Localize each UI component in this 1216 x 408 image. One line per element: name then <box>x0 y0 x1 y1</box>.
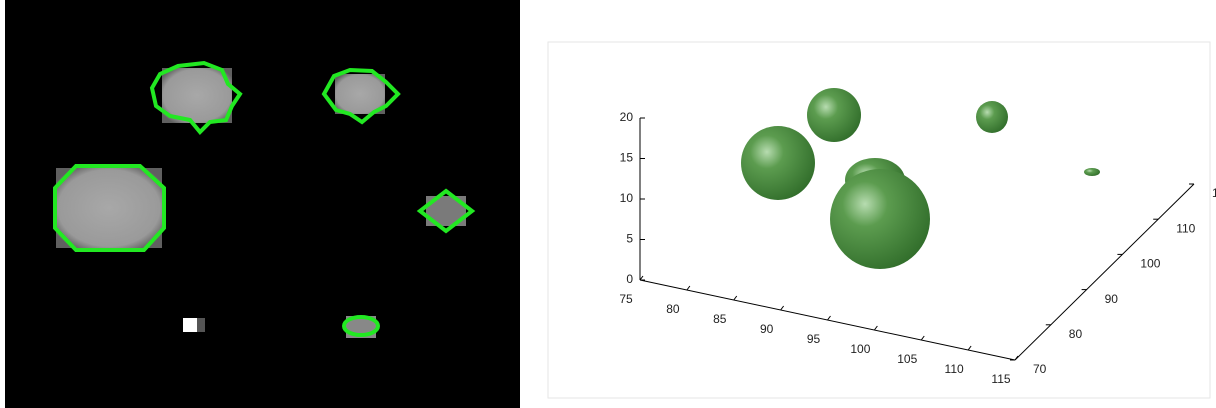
surface-blob <box>741 126 815 200</box>
y-tick-label: 1 <box>1212 186 1216 200</box>
figure: 0 5 10 15 20 75 80 85 90 95 100 105 110 115 70 80 90 100 1… <box>0 0 1216 408</box>
z-tick-label: 20 <box>620 110 634 124</box>
x-tick-label: 105 <box>897 352 917 366</box>
blob <box>56 168 162 248</box>
x-tick-label: 90 <box>760 322 774 336</box>
z-tick-label: 5 <box>626 232 633 246</box>
x-tick-label: 115 <box>991 372 1010 386</box>
x-tick-label: 75 <box>619 292 633 306</box>
blob <box>335 74 385 114</box>
y-tick-label: 90 <box>1105 292 1119 306</box>
page: {"plot": {"z_ticks": ["0", "5", "10", "1… <box>0 0 1216 408</box>
y-tick-label: 110 <box>1176 221 1195 235</box>
z-tick-label: 0 <box>626 272 633 286</box>
surface-blob <box>1084 168 1100 176</box>
surface-blob <box>830 169 930 269</box>
segmentation-panel <box>5 0 520 408</box>
z-tick-label: 15 <box>620 151 634 165</box>
blob <box>197 318 205 332</box>
blob <box>183 318 197 332</box>
x-tick-label: 80 <box>666 302 680 316</box>
y-tick-label: 70 <box>1033 362 1047 376</box>
x-tick-label: 100 <box>850 342 870 356</box>
x-tick-label: 85 <box>713 312 727 326</box>
surface-blob <box>976 101 1008 133</box>
y-tick-label: 80 <box>1069 327 1083 341</box>
x-tick-label: 95 <box>807 332 821 346</box>
z-tick-label: 10 <box>620 191 634 205</box>
surface-blob <box>807 88 861 142</box>
x-tick-label: 110 <box>945 362 964 376</box>
isosurface-panel <box>548 42 1210 398</box>
y-tick-label: 100 <box>1140 257 1160 271</box>
